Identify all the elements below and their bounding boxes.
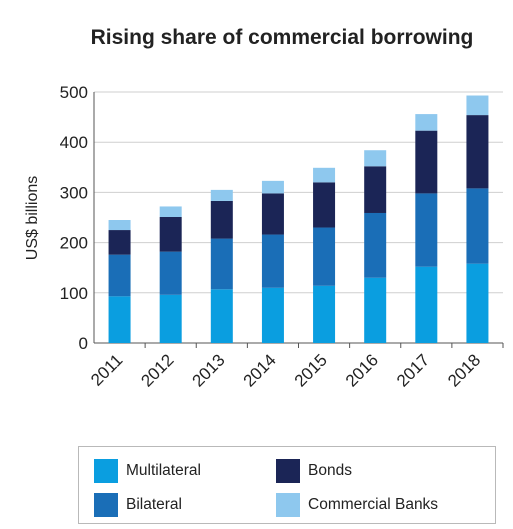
bars: [108, 95, 489, 343]
bar-2011-bonds: [108, 230, 131, 255]
bar-2012-multilateral: [159, 294, 182, 343]
bar-2018-bilateral: [466, 188, 489, 264]
bar-2018-commercial-banks: [466, 95, 489, 116]
bar-2016-multilateral: [364, 277, 387, 343]
bar-2017-commercial-banks: [415, 114, 438, 131]
bar-2014-commercial-banks: [261, 180, 284, 194]
bar-2012-bonds: [159, 216, 182, 252]
x-tick-label-2012: 2012: [137, 350, 177, 390]
legend-label-multilateral: Multilateral: [126, 462, 201, 479]
x-tick-label-2016: 2016: [342, 350, 382, 390]
bar-2011-commercial-banks: [108, 220, 131, 231]
x-tick-label-2015: 2015: [291, 350, 331, 390]
legend-swatch-bilateral: [94, 493, 118, 517]
legend-item-bonds: Bonds: [276, 459, 352, 483]
bar-2017-bonds: [415, 130, 438, 194]
y-tick-label: 200: [60, 234, 88, 253]
bar-2012-bilateral: [159, 251, 182, 295]
legend-item-commercial-banks: Commercial Banks: [276, 493, 438, 517]
bar-2015-bonds: [313, 182, 336, 228]
bar-2014-multilateral: [261, 287, 284, 343]
bar-2014-bonds: [261, 193, 284, 235]
bar-2018-multilateral: [466, 263, 489, 343]
bar-2013-bilateral: [210, 238, 233, 290]
x-tick-label-2014: 2014: [240, 350, 280, 390]
bar-2012-commercial-banks: [159, 206, 182, 217]
bar-2015-bilateral: [313, 227, 336, 286]
y-axis-label: US$ billions: [24, 176, 41, 260]
y-tick-label: 100: [60, 284, 88, 303]
bar-2017-bilateral: [415, 193, 438, 267]
x-tick-label-2017: 2017: [393, 350, 433, 390]
legend: Multilateral Bilateral Bonds Commercial …: [78, 446, 496, 524]
legend-label-bonds: Bonds: [308, 462, 352, 479]
legend-swatch-multilateral: [94, 459, 118, 483]
gridlines: [93, 91, 503, 344]
bar-2016-commercial-banks: [364, 150, 387, 167]
legend-swatch-commercial-banks: [276, 493, 300, 517]
x-tick-label-2018: 2018: [444, 350, 484, 390]
bar-2013-bonds: [210, 200, 233, 239]
legend-label-commercial-banks: Commercial Banks: [308, 496, 439, 513]
x-tick-label-2013: 2013: [188, 350, 228, 390]
y-tick-label: 500: [60, 83, 88, 102]
bar-2018-bonds: [466, 115, 489, 189]
bar-2013-commercial-banks: [210, 189, 233, 201]
legend-item-bilateral: Bilateral: [94, 493, 182, 517]
chart-title: Rising share of commercial borrowing: [91, 26, 474, 49]
legend-item-multilateral: Multilateral: [94, 459, 201, 483]
y-axis-ticks: 0 100 200 300 400 500: [60, 83, 88, 353]
legend-label-bilateral: Bilateral: [126, 496, 182, 513]
legend-swatch-bonds: [276, 459, 300, 483]
bar-2011-bilateral: [108, 254, 131, 297]
bar-2011-multilateral: [108, 296, 131, 343]
bar-2017-multilateral: [415, 266, 438, 343]
y-tick-label: 0: [79, 334, 88, 353]
bar-2013-multilateral: [210, 289, 233, 343]
bar-2016-bonds: [364, 166, 387, 213]
bar-2015-commercial-banks: [313, 167, 336, 183]
y-tick-label: 300: [60, 183, 88, 202]
x-tick-label-2011: 2011: [87, 350, 126, 389]
x-axis-ticks: 2011 2012 2013 2014 2015 2016 2017 2018: [87, 343, 504, 391]
y-tick-label: 400: [60, 133, 88, 152]
bar-2014-bilateral: [261, 234, 284, 288]
bar-2015-multilateral: [313, 285, 336, 343]
bar-2016-bilateral: [364, 212, 387, 278]
